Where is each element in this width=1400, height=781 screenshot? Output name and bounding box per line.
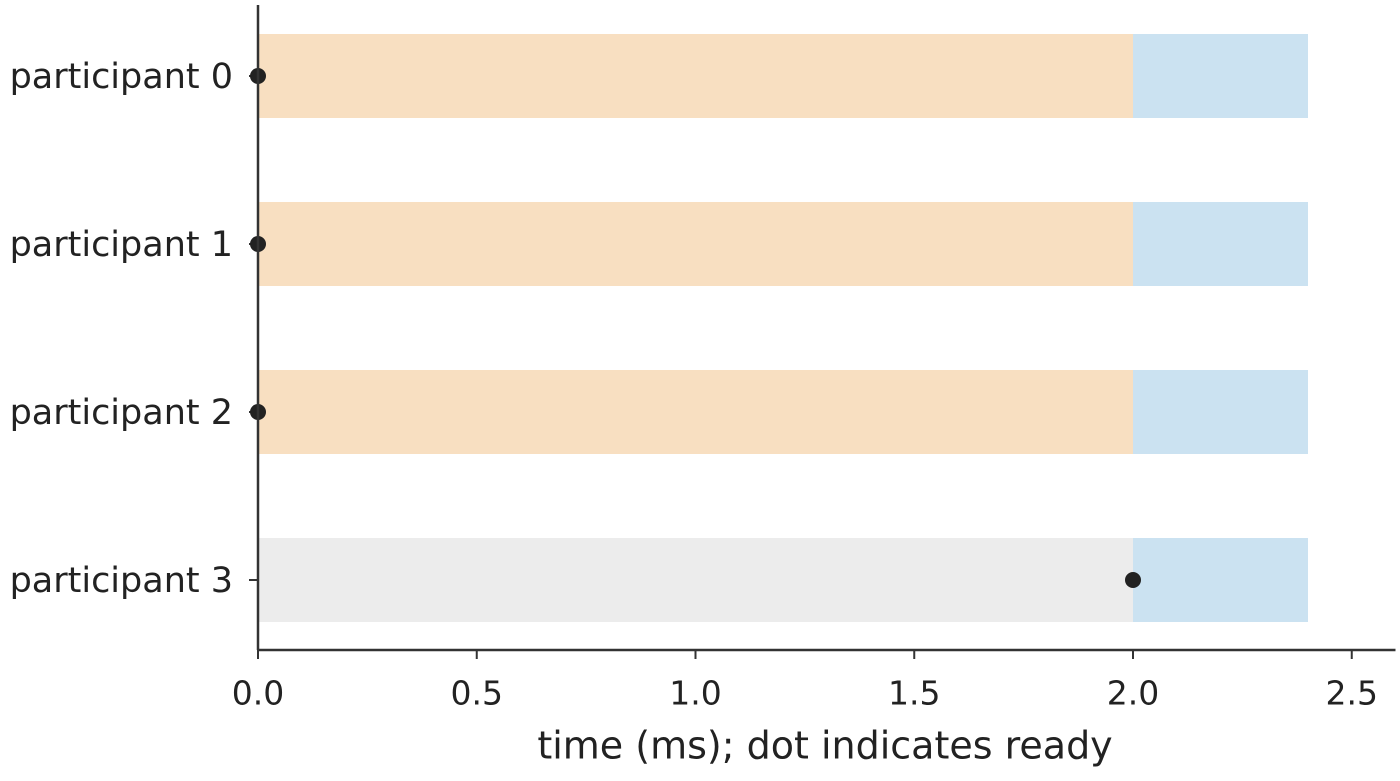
x-axis-label: time (ms); dot indicates ready	[537, 724, 1112, 768]
x-tick-label: 1.5	[888, 674, 940, 713]
bar-segment	[258, 34, 1133, 118]
y-tick-label: participant 3	[10, 561, 233, 601]
ready-dot	[1125, 572, 1141, 588]
bar-segment	[1133, 34, 1308, 118]
y-tick-label: participant 0	[10, 57, 233, 97]
y-tick-label: participant 1	[10, 225, 233, 265]
bar-segment	[1133, 202, 1308, 286]
bar-segment	[258, 538, 1133, 622]
y-tick-label: participant 2	[10, 393, 233, 433]
x-tick-label: 0.0	[232, 674, 284, 713]
x-tick-label: 0.5	[451, 674, 503, 713]
bar-segment	[258, 370, 1133, 454]
x-tick-label: 1.0	[669, 674, 721, 713]
bar-segment	[1133, 538, 1308, 622]
bar-segment	[1133, 370, 1308, 454]
bar-segment	[258, 202, 1133, 286]
x-tick-label: 2.0	[1107, 674, 1159, 713]
x-tick-label: 2.5	[1326, 674, 1378, 713]
